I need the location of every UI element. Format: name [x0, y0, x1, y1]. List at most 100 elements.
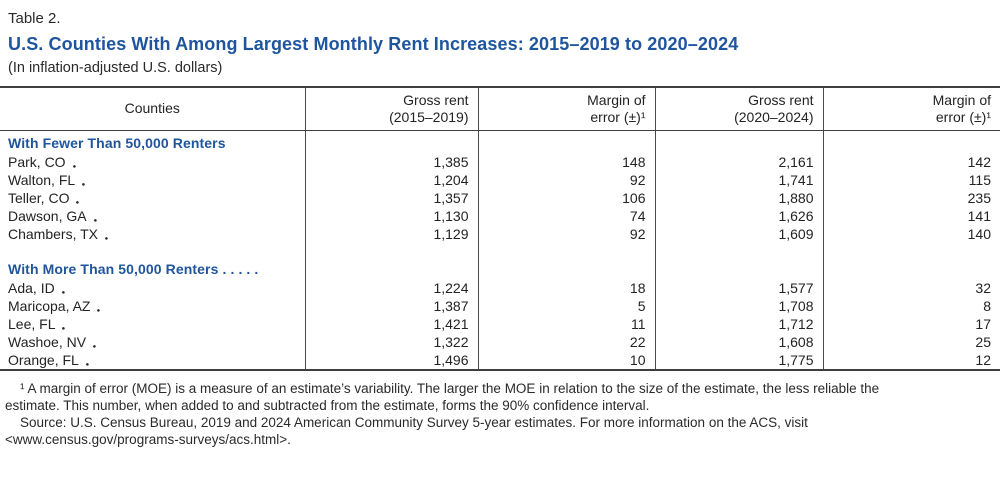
empty-cell: [0, 243, 305, 256]
column-header-moe-2020-2024: Margin of error (±)¹: [822, 87, 1000, 131]
section-heading-row: With More Than 50,000 Renters . . . . .: [0, 256, 1000, 279]
column-header-gross-rent-2020-2024: Gross rent (2020–2024): [654, 87, 823, 131]
moe-2015-2019-cell: 5: [477, 297, 655, 315]
county-label: Chambers, TX: [8, 226, 98, 242]
page-header: Table 2. U.S. Counties With Among Larges…: [0, 0, 1000, 77]
header-row: Counties Gross rent (2015–2019) Margin o…: [0, 87, 1000, 131]
moe-2020-2024-cell: 141: [822, 207, 1000, 225]
source-footnote: Source: U.S. Census Bureau, 2019 and 202…: [5, 415, 808, 447]
moe-2020-2024-cell: 32: [822, 279, 1000, 297]
empty-cell: [477, 130, 655, 153]
gross-rent-2015-2019-cell: 1,130: [304, 207, 478, 225]
gross-rent-2020-2024-cell: 1,712: [654, 315, 823, 333]
gross-rent-2015-2019-cell: 1,357: [304, 189, 478, 207]
gross-rent-2015-2019-cell: 1,421: [304, 315, 478, 333]
county-label: Walton, FL: [8, 172, 76, 188]
column-header-counties: Counties: [0, 87, 305, 131]
table-row: Orange, FL 1,496 10 1,775 12: [0, 351, 1000, 370]
gross-rent-2015-2019-cell: 1,204: [304, 171, 478, 189]
table-row: Walton, FL 1,204 92 1,741 115: [0, 171, 1000, 189]
moe-2015-2019-cell: 18: [477, 279, 655, 297]
gross-rent-2020-2024-cell: 1,577: [654, 279, 823, 297]
county-cell: Ada, ID: [0, 279, 305, 297]
moe-2015-2019-cell: 92: [477, 171, 655, 189]
dot-leader: [62, 316, 304, 332]
table-row: Maricopa, AZ 1,387 5 1,708 8: [0, 297, 1000, 315]
county-cell: Walton, FL: [0, 171, 305, 189]
table-label: Table 2.: [8, 10, 61, 27]
county-label: Teller, CO: [8, 190, 70, 206]
table-row: Ada, ID 1,224 18 1,577 32: [0, 279, 1000, 297]
gross-rent-2015-2019-cell: 1,385: [304, 153, 478, 171]
county-label: Orange, FL: [8, 352, 79, 368]
empty-cell: [477, 243, 655, 256]
moe-2020-2024-cell: 140: [822, 225, 1000, 243]
county-cell: Orange, FL: [0, 351, 305, 370]
gross-rent-2015-2019-cell: 1,387: [304, 297, 478, 315]
gross-rent-2020-2024-cell: 1,775: [654, 351, 823, 370]
section-heading-fewer-renters: With Fewer Than 50,000 Renters: [8, 135, 226, 151]
gross-rent-2015-2019-cell: 1,224: [304, 279, 478, 297]
moe-2020-2024-cell: 12: [822, 351, 1000, 370]
county-cell: Chambers, TX: [0, 225, 305, 243]
county-cell: Teller, CO: [0, 189, 305, 207]
county-label: Maricopa, AZ: [8, 298, 91, 314]
dot-leader: [82, 172, 304, 188]
table-row: Dawson, GA 1,130 74 1,626 141: [0, 207, 1000, 225]
empty-cell: [822, 130, 1000, 153]
moe-2015-2019-cell: 148: [477, 153, 655, 171]
dot-leader: [76, 190, 304, 206]
table-row: Chambers, TX 1,129 92 1,609 140: [0, 225, 1000, 243]
moe-2020-2024-cell: 142: [822, 153, 1000, 171]
gross-rent-2020-2024-cell: 1,741: [654, 171, 823, 189]
moe-2015-2019-cell: 74: [477, 207, 655, 225]
table-body: With Fewer Than 50,000 Renters Park, CO …: [0, 130, 1000, 370]
dot-leader: [105, 226, 304, 242]
county-label: Washoe, NV: [8, 334, 87, 350]
column-header-gross-rent-2015-2019: Gross rent (2015–2019): [304, 87, 478, 131]
gross-rent-2020-2024-cell: 2,161: [654, 153, 823, 171]
dot-leader: [93, 334, 304, 350]
table-header: Counties Gross rent (2015–2019) Margin o…: [0, 87, 1000, 131]
moe-2020-2024-cell: 17: [822, 315, 1000, 333]
moe-2015-2019-cell: 22: [477, 333, 655, 351]
footnotes: ¹ A margin of error (MOE) is a measure o…: [5, 380, 907, 448]
county-label: Dawson, GA: [8, 208, 87, 224]
gross-rent-2020-2024-cell: 1,608: [654, 333, 823, 351]
county-label: Park, CO: [8, 154, 66, 170]
empty-cell: [654, 130, 823, 153]
table-row: Lee, FL 1,421 11 1,712 17: [0, 315, 1000, 333]
page-title: U.S. Counties With Among Largest Monthly…: [8, 34, 739, 54]
table-row: Park, CO 1,385 148 2,161 142: [0, 153, 1000, 171]
empty-cell: [822, 256, 1000, 279]
gross-rent-2015-2019-cell: 1,129: [304, 225, 478, 243]
gross-rent-2015-2019-cell: 1,322: [304, 333, 478, 351]
section-heading-row: With Fewer Than 50,000 Renters: [0, 130, 1000, 153]
county-label: Ada, ID: [8, 280, 55, 296]
spacer-row: [0, 243, 1000, 256]
moe-footnote: ¹ A margin of error (MOE) is a measure o…: [5, 381, 880, 413]
dot-leader: [93, 208, 304, 224]
county-cell: Lee, FL: [0, 315, 305, 333]
county-cell: Washoe, NV: [0, 333, 305, 351]
moe-2015-2019-cell: 11: [477, 315, 655, 333]
empty-cell: [822, 243, 1000, 256]
moe-2015-2019-cell: 106: [477, 189, 655, 207]
gross-rent-2020-2024-cell: 1,880: [654, 189, 823, 207]
empty-cell: [304, 130, 478, 153]
county-cell: Park, CO: [0, 153, 305, 171]
moe-2015-2019-cell: 10: [477, 351, 655, 370]
moe-2015-2019-cell: 92: [477, 225, 655, 243]
empty-cell: [654, 256, 823, 279]
dot-leader: [72, 154, 304, 170]
moe-2020-2024-cell: 115: [822, 171, 1000, 189]
county-label: Lee, FL: [8, 316, 56, 332]
table-row: Washoe, NV 1,322 22 1,608 25: [0, 333, 1000, 351]
empty-cell: [654, 243, 823, 256]
page-subtitle: (In inflation-adjusted U.S. dollars): [8, 60, 223, 76]
table-row: Teller, CO 1,357 106 1,880 235: [0, 189, 1000, 207]
moe-2020-2024-cell: 235: [822, 189, 1000, 207]
dot-leader: [85, 352, 304, 368]
column-header-moe-2015-2019: Margin of error (±)¹: [477, 87, 655, 131]
empty-cell: [304, 256, 478, 279]
